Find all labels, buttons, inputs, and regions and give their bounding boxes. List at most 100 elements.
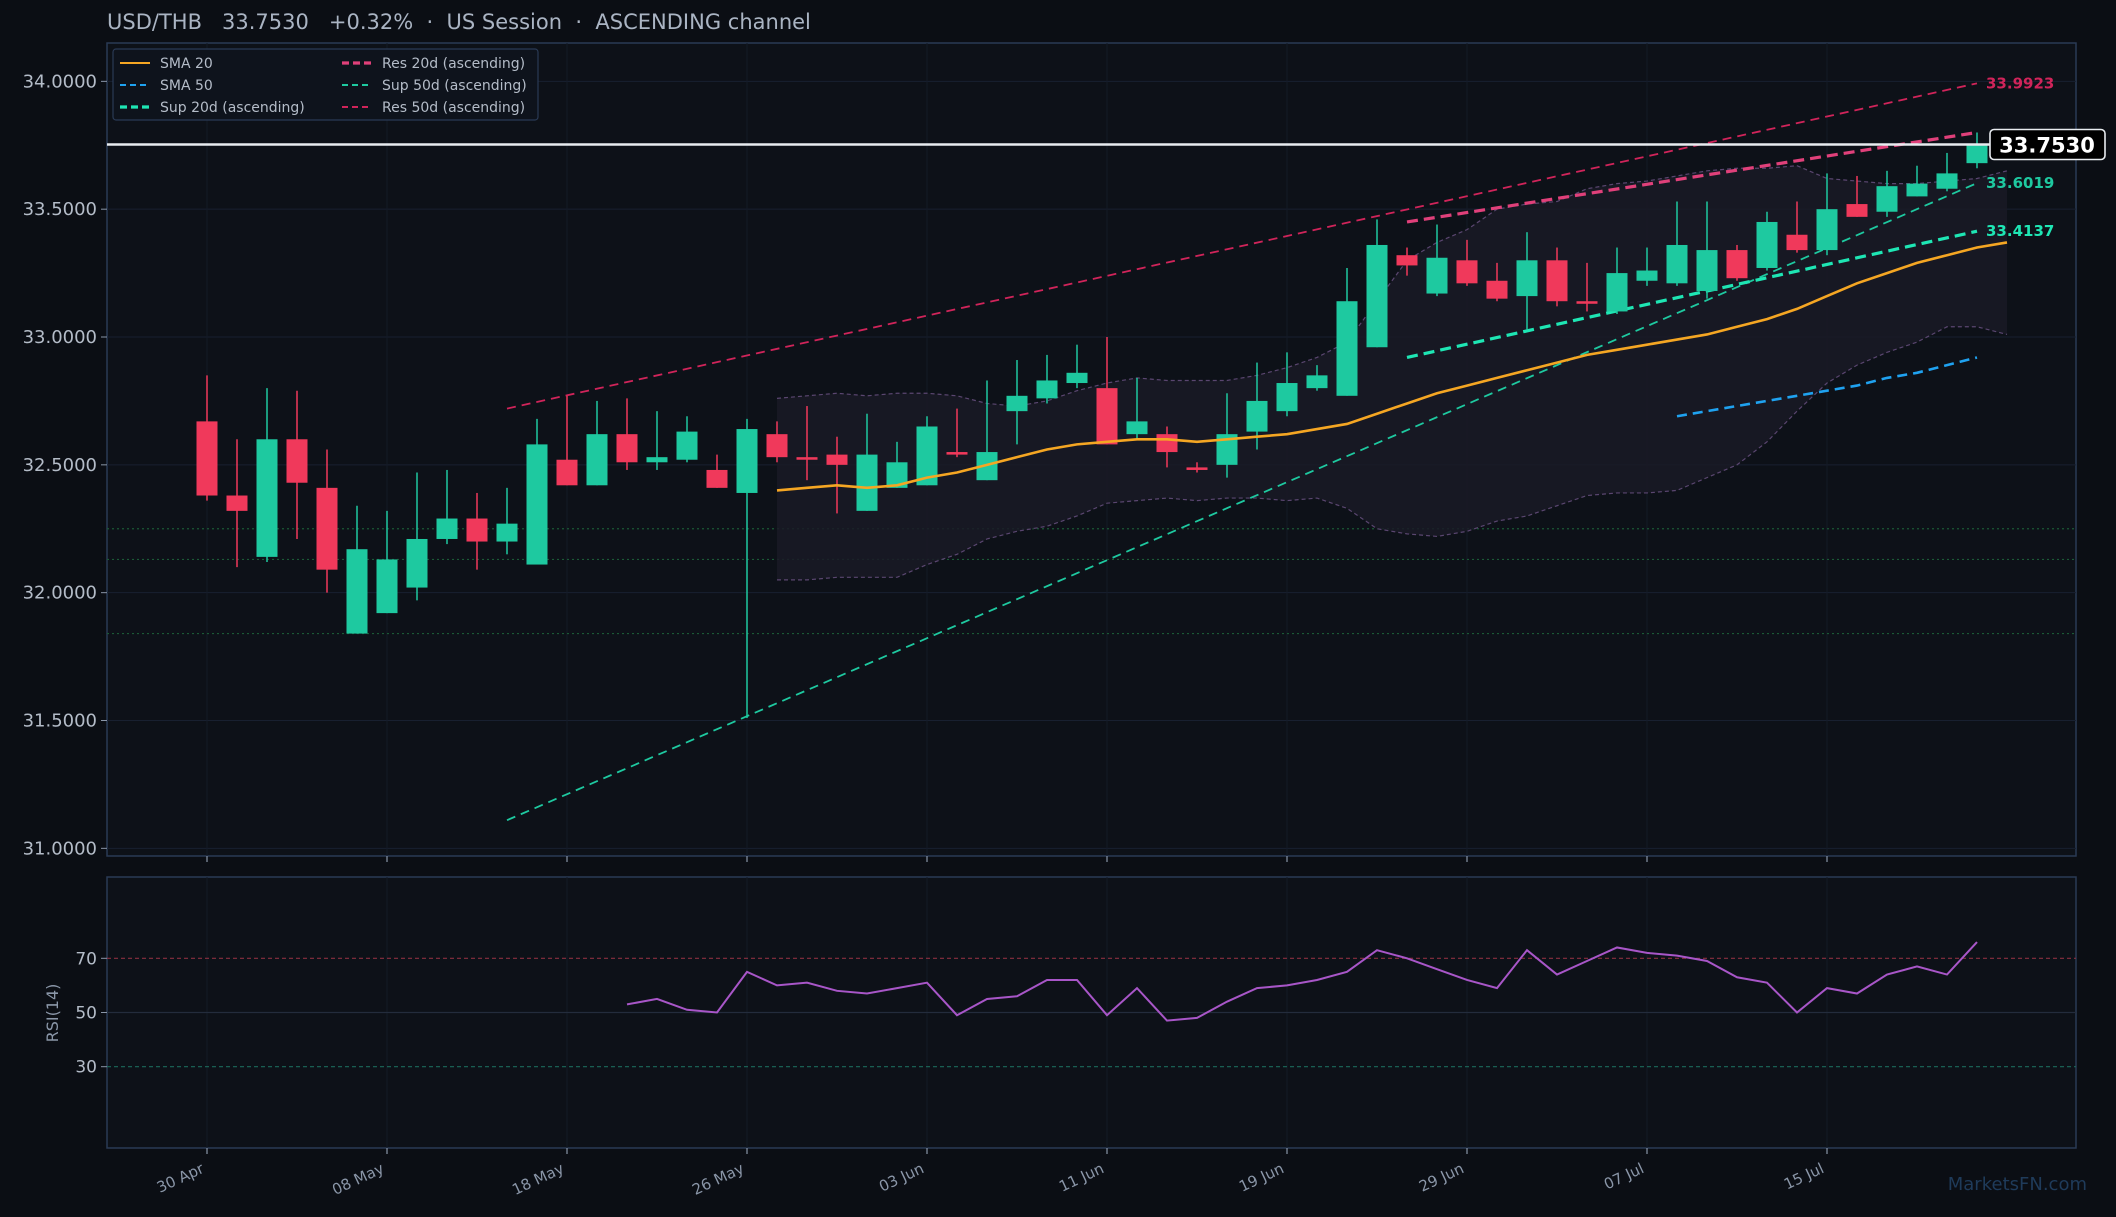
candle-body	[1546, 260, 1568, 302]
bollinger-upper	[776, 165, 2008, 407]
candle-body	[706, 469, 728, 488]
candle	[1906, 165, 1928, 197]
candle	[1696, 201, 1718, 299]
rsi-y-tick-label: 50	[75, 1004, 97, 1024]
price-y-tick-label: 33.5000	[23, 199, 97, 220]
candle-body	[736, 429, 758, 493]
x-tick-label: 29 Jun	[1416, 1159, 1466, 1195]
candle	[1726, 244, 1748, 281]
candle	[1396, 247, 1418, 276]
candle	[436, 469, 458, 545]
candle	[676, 416, 698, 463]
candle-body	[1636, 270, 1658, 281]
candle	[196, 375, 218, 501]
candle-body	[1306, 375, 1328, 389]
legend: SMA 20 SMA 50 Sup 20d (ascending) Res 20d (…	[112, 48, 539, 121]
candle-body	[1516, 260, 1538, 297]
candle-body	[346, 549, 368, 634]
candle	[1486, 262, 1508, 302]
legend-box	[112, 48, 539, 121]
candle	[646, 411, 668, 470]
candle	[796, 406, 818, 481]
price-y-tick-label: 31.0000	[23, 838, 97, 859]
legend-label: SMA 20	[160, 56, 213, 72]
last-price-label: 33.7530	[1999, 133, 2095, 157]
price-y-tick-label: 34.0000	[23, 71, 97, 92]
trendline	[1406, 229, 1978, 360]
candle-body	[1666, 244, 1688, 284]
candle-body	[1096, 388, 1118, 445]
candle-body	[1036, 380, 1058, 399]
bollinger-lower	[777, 326, 2008, 581]
candle	[376, 510, 398, 614]
candle	[736, 418, 758, 718]
price-y-tick-label: 32.5000	[23, 455, 97, 476]
candle	[1336, 267, 1358, 396]
candle-body	[256, 439, 278, 557]
candle-body	[1216, 434, 1238, 465]
candle-body	[766, 434, 788, 458]
watermark: MarketsFN.com	[1947, 1174, 2087, 1195]
rsi-y-tick-label: 70	[75, 949, 97, 969]
trendline	[1406, 130, 1978, 224]
right-value-label: 33.9923	[1986, 74, 2054, 92]
candle	[1456, 239, 1478, 286]
candle-body	[586, 434, 608, 486]
candle-body	[496, 523, 518, 542]
candle	[1936, 152, 1958, 192]
x-tick-label: 15 Jul	[1781, 1159, 1827, 1193]
candle	[256, 388, 278, 562]
candle	[1066, 344, 1088, 389]
candle	[1516, 232, 1538, 330]
candle	[586, 400, 608, 486]
candle	[1876, 170, 1898, 217]
candle	[886, 441, 908, 488]
candle-body	[946, 452, 968, 455]
candle	[1186, 462, 1208, 473]
price-y-tick-label: 33.0000	[23, 327, 97, 348]
candle-body	[466, 518, 488, 542]
candle	[1756, 211, 1778, 271]
candle	[286, 390, 308, 539]
candle-body	[1456, 260, 1478, 284]
candle-body	[856, 454, 878, 511]
candle-body	[376, 559, 398, 614]
x-tick-label: 30 Apr	[154, 1159, 208, 1197]
legend-label: Sup 20d (ascending)	[160, 100, 305, 116]
candle-body	[286, 439, 308, 483]
rsi-y-tick-label: 30	[75, 1058, 97, 1078]
last-price-badge	[1989, 128, 2106, 161]
candle-body	[1006, 395, 1028, 412]
candle	[766, 421, 788, 463]
candle	[526, 418, 548, 565]
candle	[1126, 377, 1148, 440]
candle-body	[1906, 183, 1928, 197]
candle-body	[646, 457, 668, 463]
candle-body	[1336, 301, 1358, 396]
candle	[406, 472, 428, 601]
trendline	[506, 182, 1978, 822]
price-y-tick-label: 32.0000	[23, 583, 97, 604]
candle	[1276, 352, 1298, 417]
candle-body	[526, 444, 548, 565]
rsi-line	[626, 941, 1978, 1022]
candle-body	[316, 487, 338, 570]
candle	[1006, 360, 1028, 445]
candle-body	[826, 454, 848, 465]
candle-body	[1966, 145, 1988, 164]
candle-body	[1186, 467, 1208, 470]
x-tick-label: 11 Jun	[1056, 1159, 1106, 1195]
candle-body	[886, 462, 908, 488]
candle-body	[1726, 250, 1748, 279]
candle-body	[616, 434, 638, 463]
candle-body	[1576, 301, 1598, 304]
legend-label: SMA 50	[160, 78, 213, 94]
candle	[1306, 365, 1328, 391]
candle-body	[1486, 280, 1508, 299]
candle	[1576, 262, 1598, 312]
candle	[1636, 247, 1658, 286]
candle-body	[1876, 186, 1898, 212]
x-tick-label: 19 Jun	[1236, 1159, 1286, 1195]
